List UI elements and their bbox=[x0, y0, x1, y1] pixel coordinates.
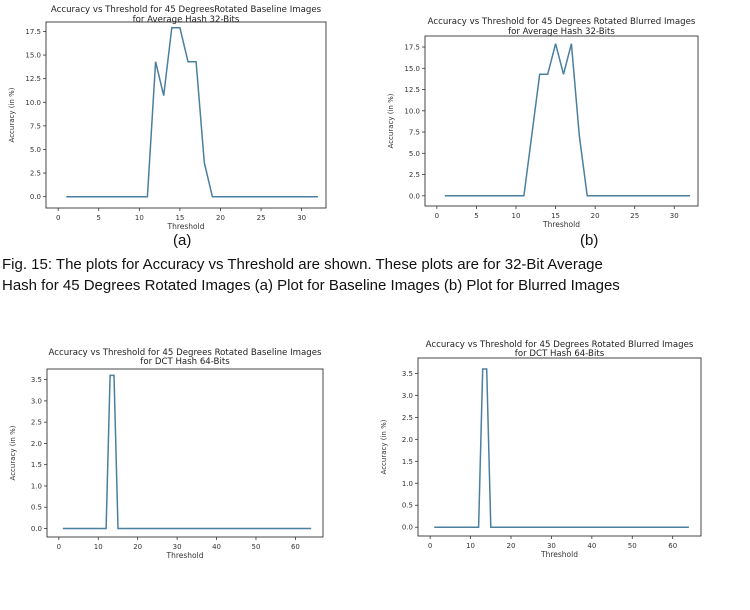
y-tick-label: 2.5 bbox=[31, 419, 42, 427]
x-tick-label: 20 bbox=[591, 212, 600, 220]
x-tick-label: 50 bbox=[252, 543, 261, 551]
x-tick-label: 40 bbox=[587, 542, 596, 550]
y-tick-label: 0.5 bbox=[31, 504, 42, 512]
x-tick-label: 10 bbox=[135, 214, 144, 222]
x-tick-label: 30 bbox=[670, 212, 679, 220]
x-tick-label: 10 bbox=[94, 543, 103, 551]
subfigure-label-a: (a) bbox=[173, 232, 192, 249]
x-tick-label: 0 bbox=[57, 543, 61, 551]
y-tick-label: 7.5 bbox=[409, 129, 420, 137]
accuracy-series-line bbox=[444, 43, 691, 197]
x-tick-label: 0 bbox=[56, 214, 60, 222]
y-tick-label: 0.0 bbox=[402, 524, 413, 532]
x-axis-label: Threshold bbox=[542, 220, 580, 229]
x-tick-label: 5 bbox=[474, 212, 478, 220]
chart-title: Accuracy vs Threshold for 45 Degrees Rot… bbox=[428, 17, 696, 27]
chart-subtitle: for DCT Hash 64-Bits bbox=[515, 349, 605, 359]
y-tick-label: 0.0 bbox=[31, 525, 42, 533]
y-tick-label: 15.0 bbox=[404, 65, 420, 73]
y-tick-label: 3.5 bbox=[402, 370, 413, 378]
x-tick-label: 20 bbox=[507, 542, 516, 550]
x-tick-label: 50 bbox=[628, 542, 637, 550]
y-tick-label: 0.0 bbox=[409, 192, 420, 200]
x-tick-label: 30 bbox=[173, 543, 182, 551]
chart-title: Accuracy vs Threshold for 45 Degrees Rot… bbox=[49, 348, 322, 358]
figure-caption-line-1: Fig. 15: The plots for Accuracy vs Thres… bbox=[2, 256, 603, 273]
y-tick-label: 0.0 bbox=[30, 193, 41, 201]
y-tick-label: 15.0 bbox=[25, 52, 41, 60]
plot-frame bbox=[417, 357, 702, 537]
y-tick-label: 1.0 bbox=[402, 480, 413, 488]
x-tick-label: 15 bbox=[175, 214, 184, 222]
x-tick-label: 30 bbox=[547, 542, 556, 550]
chart-4: Accuracy vs Threshold for 45 Degrees Rot… bbox=[380, 340, 702, 559]
y-tick-label: 7.5 bbox=[30, 122, 41, 130]
x-tick-label: 0 bbox=[435, 212, 439, 220]
y-tick-label: 10.0 bbox=[404, 107, 420, 115]
y-axis-label: Accuracy (in %) bbox=[380, 419, 388, 474]
figure-caption-line-2: Hash for 45 Degrees Rotated Images (a) P… bbox=[2, 277, 620, 294]
subfigure-label-b: (b) bbox=[580, 232, 599, 249]
chart-title: Accuracy vs Threshold for 45 DegreesRota… bbox=[51, 5, 322, 15]
x-axis-label: Threshold bbox=[166, 551, 204, 560]
y-tick-label: 5.0 bbox=[409, 150, 420, 158]
x-tick-label: 10 bbox=[466, 542, 475, 550]
y-tick-label: 0.5 bbox=[402, 502, 413, 510]
x-tick-label: 0 bbox=[428, 542, 432, 550]
y-tick-label: 12.5 bbox=[25, 75, 41, 83]
y-axis-label: Accuracy (in %) bbox=[8, 87, 16, 142]
figure-caption: Fig. 15: The plots for Accuracy vs Thres… bbox=[2, 254, 748, 296]
y-tick-label: 3.5 bbox=[31, 376, 42, 384]
y-tick-label: 17.5 bbox=[404, 44, 420, 52]
y-tick-label: 2.5 bbox=[402, 414, 413, 422]
accuracy-series-line bbox=[66, 26, 318, 198]
x-axis-label: Threshold bbox=[540, 550, 578, 559]
y-axis-label: Accuracy (in %) bbox=[387, 93, 395, 148]
chart-1: Accuracy vs Threshold for 45 DegreesRota… bbox=[8, 5, 327, 231]
accuracy-series-line bbox=[434, 368, 689, 528]
accuracy-series-line bbox=[62, 374, 312, 530]
x-tick-label: 40 bbox=[212, 543, 221, 551]
chart-subtitle: for Average Hash 32-Bits bbox=[508, 27, 615, 37]
chart-3: Accuracy vs Threshold for 45 Degrees Rot… bbox=[9, 348, 324, 560]
x-tick-label: 25 bbox=[630, 212, 639, 220]
chart-2: Accuracy vs Threshold for 45 Degrees Rot… bbox=[387, 17, 699, 229]
plot-frame bbox=[46, 368, 324, 538]
y-tick-label: 5.0 bbox=[30, 146, 41, 154]
y-tick-label: 12.5 bbox=[404, 86, 420, 94]
x-tick-label: 25 bbox=[257, 214, 266, 222]
x-tick-label: 20 bbox=[133, 543, 142, 551]
x-tick-label: 20 bbox=[216, 214, 225, 222]
y-tick-label: 3.0 bbox=[402, 392, 413, 400]
y-tick-label: 2.0 bbox=[402, 436, 413, 444]
x-tick-label: 60 bbox=[668, 542, 677, 550]
y-tick-label: 1.5 bbox=[31, 461, 42, 469]
x-tick-label: 60 bbox=[291, 543, 300, 551]
y-tick-label: 3.0 bbox=[31, 397, 42, 405]
x-tick-label: 5 bbox=[97, 214, 101, 222]
plot-frame bbox=[424, 35, 699, 207]
chart-subtitle: for Average Hash 32-Bits bbox=[133, 15, 240, 25]
y-tick-label: 2.5 bbox=[30, 170, 41, 178]
y-tick-label: 2.0 bbox=[31, 440, 42, 448]
y-tick-label: 10.0 bbox=[25, 99, 41, 107]
y-axis-label: Accuracy (in %) bbox=[9, 425, 17, 480]
chart-title: Accuracy vs Threshold for 45 Degrees Rot… bbox=[426, 340, 694, 350]
plot-frame bbox=[45, 21, 327, 209]
x-tick-label: 15 bbox=[551, 212, 560, 220]
x-tick-label: 10 bbox=[512, 212, 521, 220]
x-axis-label: Threshold bbox=[167, 222, 205, 231]
y-tick-label: 1.5 bbox=[402, 458, 413, 466]
y-tick-label: 2.5 bbox=[409, 171, 420, 179]
x-tick-label: 30 bbox=[297, 214, 306, 222]
y-tick-label: 1.0 bbox=[31, 482, 42, 490]
y-tick-label: 17.5 bbox=[25, 28, 41, 36]
chart-subtitle: for DCT Hash 64-Bits bbox=[140, 357, 230, 367]
